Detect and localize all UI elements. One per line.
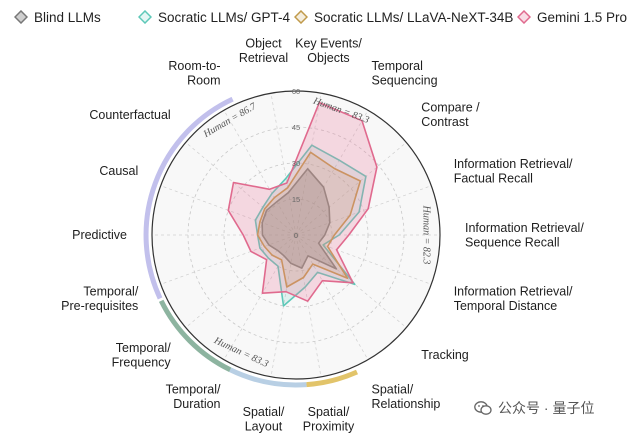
legend-item: Socratic LLMs/ LLaVA-NeXT-34B — [294, 4, 513, 30]
legend-label: Gemini 1.5 Pro — [537, 9, 628, 25]
tick-label: 30 — [292, 159, 300, 168]
category-label: Information Retrieval/Sequence Recall — [465, 221, 584, 250]
series-area — [256, 151, 362, 288]
tick-label: 45 — [292, 123, 300, 132]
tick-label: 60 — [292, 87, 300, 96]
human-score-label: Human = 82.3 — [421, 205, 432, 265]
legend-item: Socratic LLMs/ GPT-4 — [138, 4, 290, 30]
legend-label: Blind LLMs — [34, 9, 101, 25]
legend-label: Socratic LLMs/ LLaVA-NeXT-34B — [314, 9, 514, 25]
grid-spoke — [295, 142, 407, 236]
category-label: Tracking — [421, 348, 469, 362]
category-label: Key Events/Objects — [295, 37, 362, 66]
human-band — [158, 299, 232, 373]
legend-item: Gemini 1.5 Pro — [517, 4, 627, 30]
tick-label: 15 — [292, 195, 300, 204]
legend-marker — [14, 10, 28, 24]
category-label: Temporal Sequencing — [372, 59, 438, 88]
tick-label: 0 — [294, 231, 298, 240]
series-area — [227, 101, 378, 303]
category-label: Room-to-Room — [168, 59, 220, 88]
chart-legend: Blind LLMs Socratic LLMs/ GPT-4 Socratic L… — [0, 4, 640, 30]
wechat-icon — [474, 401, 492, 415]
category-label: Temporal/Frequency — [112, 341, 172, 370]
category-label: Information Retrieval/Temporal Distance — [454, 285, 573, 314]
category-label: Counterfactual — [89, 108, 170, 122]
category-label: Temporal/Pre-requisites — [61, 285, 139, 314]
legend-marker — [138, 10, 152, 24]
watermark: 公众号 · 量子位 — [474, 398, 594, 418]
category-label: Spatial/Relationship — [372, 383, 441, 412]
grid-spoke — [185, 142, 297, 236]
category-label: Predictive — [72, 228, 127, 242]
grid-spoke — [295, 185, 432, 236]
grid-spoke — [295, 234, 407, 328]
human-band — [143, 96, 234, 300]
human-band — [229, 367, 307, 388]
legend-marker — [294, 10, 308, 24]
watermark-text: 公众号 · 量子位 — [498, 400, 595, 416]
human-band — [306, 369, 359, 388]
series-area — [261, 168, 338, 270]
category-label: Temporal/Duration — [166, 383, 221, 412]
plot-border — [151, 90, 441, 380]
legend-item: Blind LLMs — [14, 4, 101, 30]
legend-label: Socratic LLMs/ GPT-4 — [158, 9, 291, 25]
category-label: Information Retrieval/Factual Recall — [454, 157, 573, 186]
category-label: Spatial/Layout — [243, 405, 285, 434]
category-label: Causal — [99, 164, 138, 178]
grid-spoke — [160, 234, 297, 285]
category-label: Compare / Contrast — [421, 101, 480, 130]
category-label: Object Retrieval — [239, 37, 288, 66]
category-label: Spatial/Proximity — [303, 405, 355, 434]
legend-marker — [517, 10, 531, 24]
